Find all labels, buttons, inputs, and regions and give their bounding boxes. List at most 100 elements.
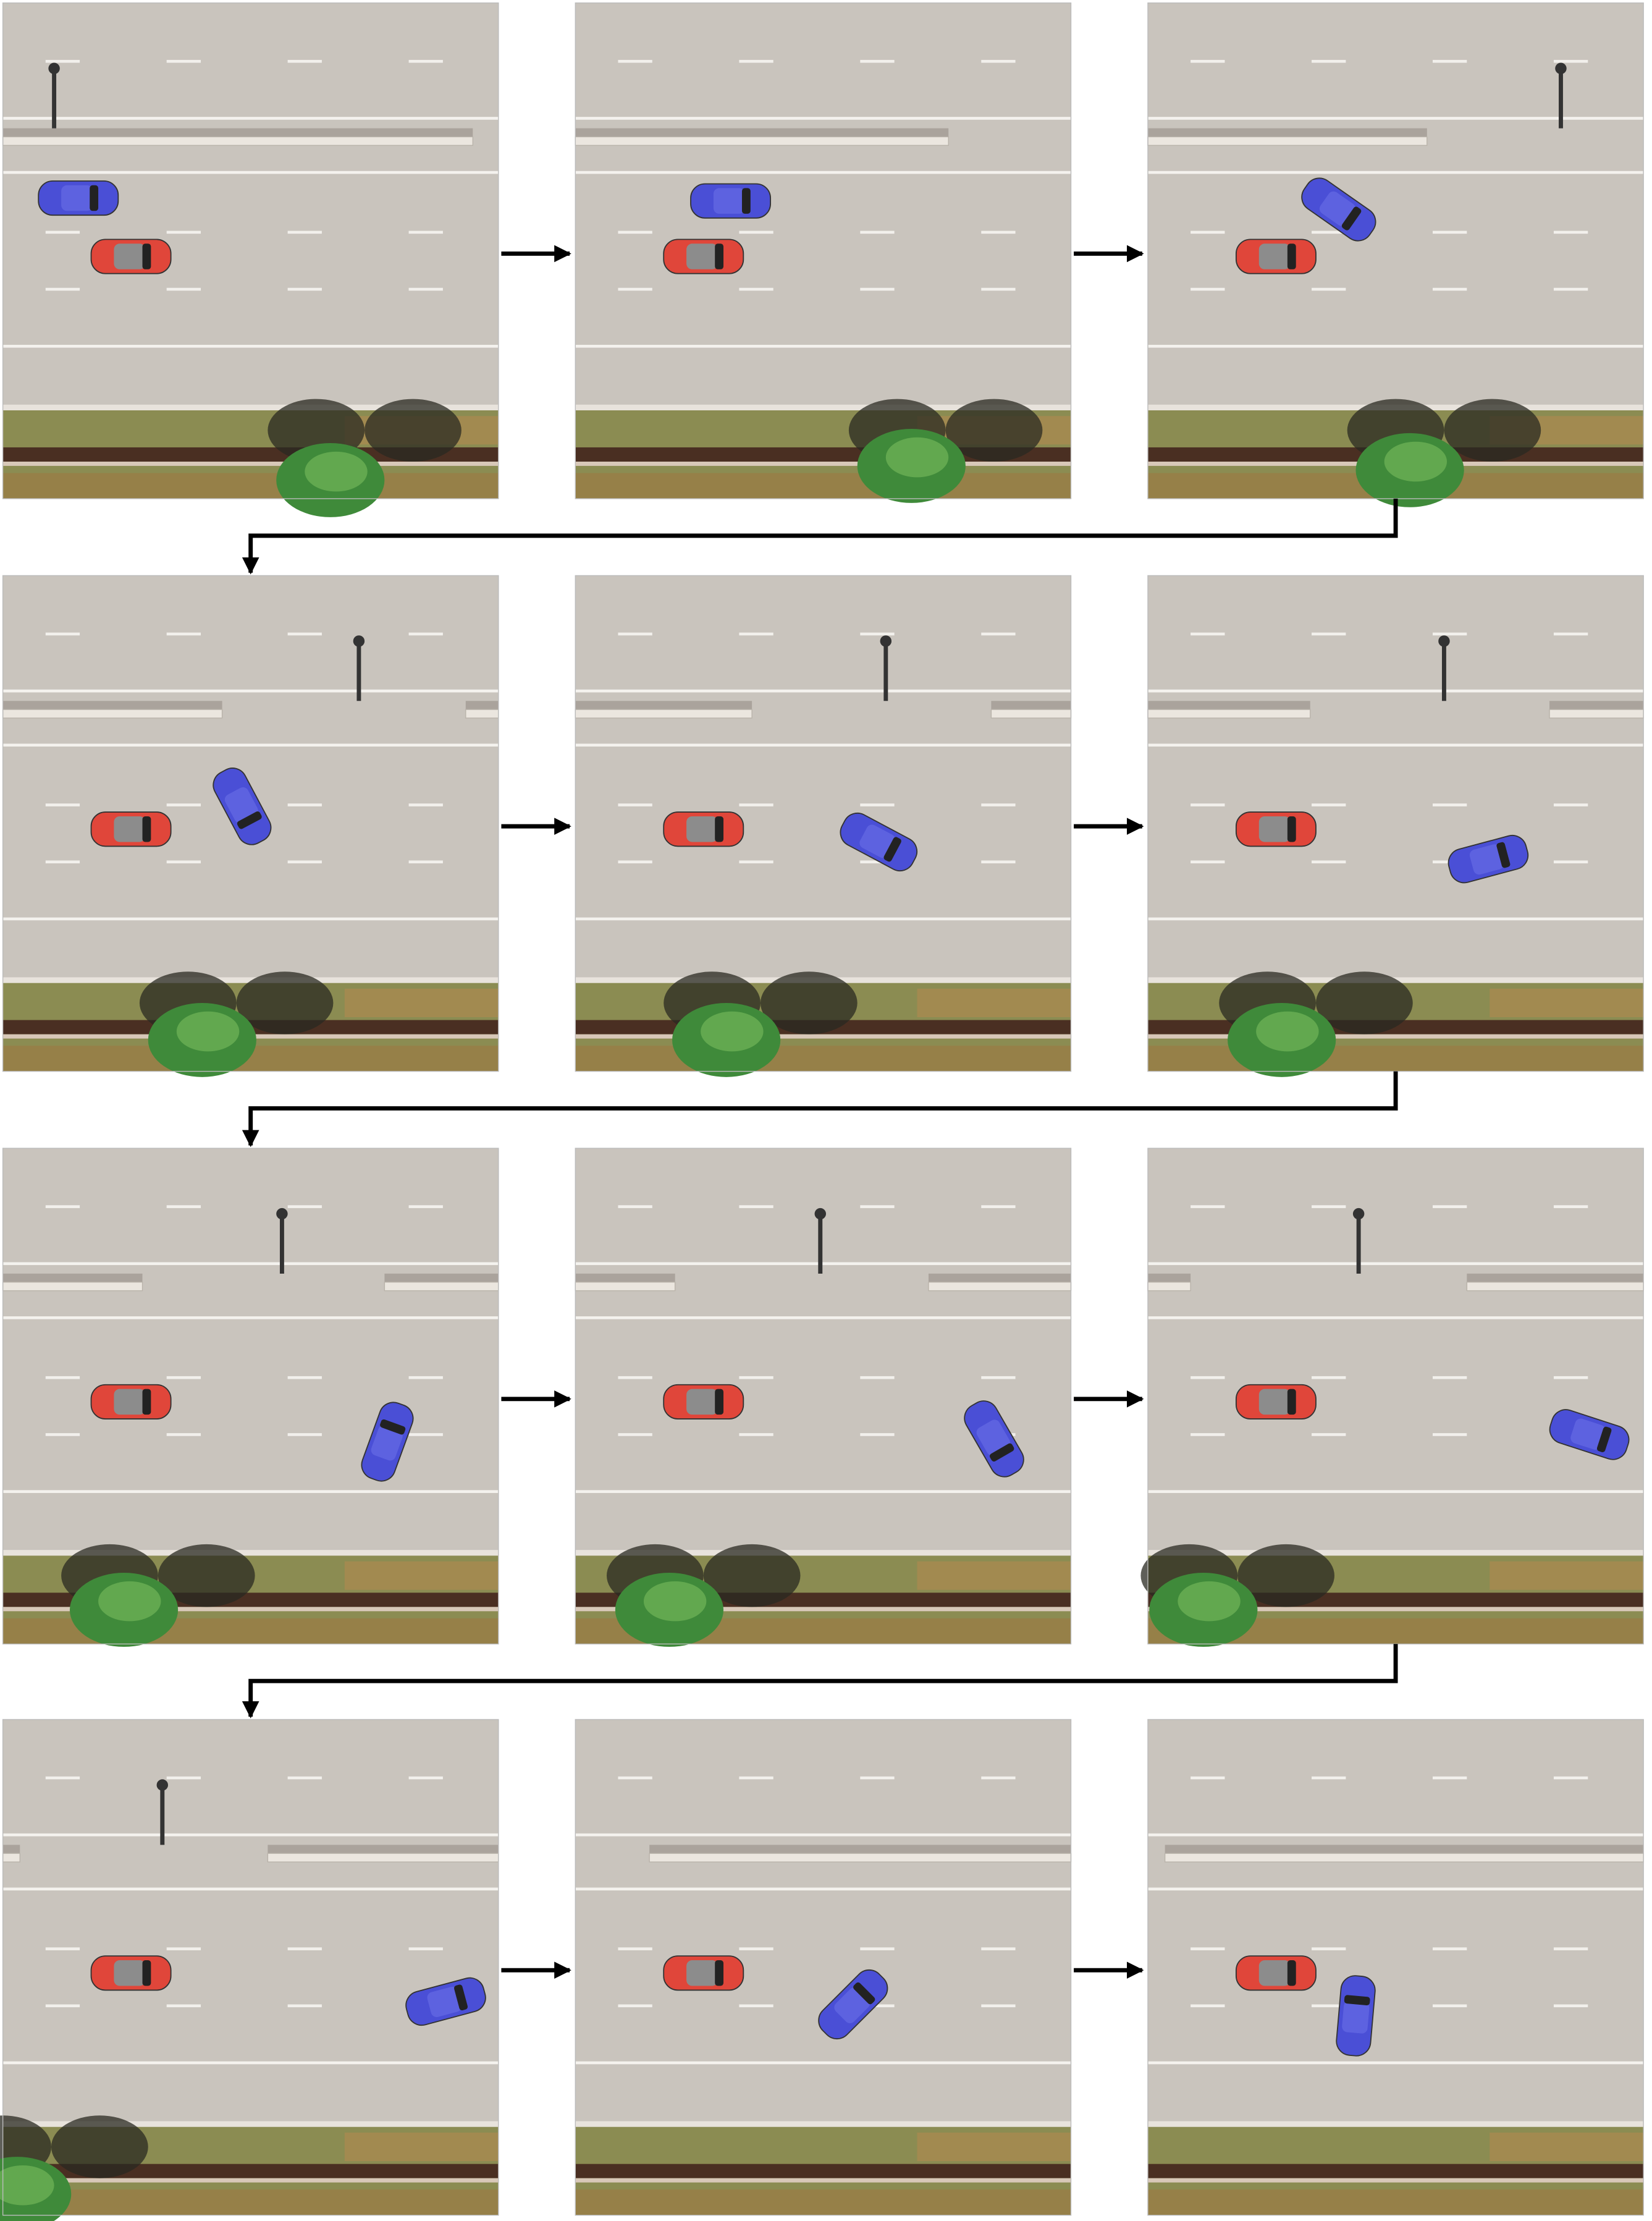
tree-highlight bbox=[98, 1581, 161, 1622]
dirt-patch bbox=[1147, 1046, 1644, 1072]
lane-dash bbox=[739, 1205, 773, 1208]
tree-highlight bbox=[885, 437, 949, 478]
lane-line bbox=[1147, 1262, 1644, 1266]
blue-car bbox=[818, 1969, 888, 2040]
lane-dash bbox=[1191, 2004, 1225, 2008]
dirt-patch bbox=[917, 2132, 1071, 2162]
blue-car-windshield bbox=[453, 1984, 468, 2011]
lane-dash bbox=[1312, 59, 1346, 63]
lane-dash bbox=[860, 2004, 895, 2008]
frame-border bbox=[2, 1719, 499, 2216]
frame bbox=[2, 1148, 499, 1647]
dirt-patch bbox=[575, 2189, 1071, 2215]
lane-line bbox=[1147, 344, 1644, 348]
fence-strip bbox=[1147, 2164, 1644, 2178]
tree-shadow bbox=[365, 399, 461, 462]
lane-line bbox=[575, 743, 1071, 747]
dirt-patch bbox=[1147, 2189, 1644, 2215]
blue-car-roof bbox=[1570, 1418, 1606, 1450]
lane-dash bbox=[1553, 1947, 1588, 1950]
lane-dash bbox=[981, 59, 1016, 63]
tree-shadow bbox=[236, 971, 334, 1034]
blue-car-windshield bbox=[1344, 1995, 1370, 2005]
frame bbox=[575, 575, 1072, 1077]
red-car bbox=[1235, 239, 1317, 274]
barrier bbox=[928, 1282, 1072, 1292]
blue-car-windshield bbox=[237, 811, 262, 829]
barrier-shadow bbox=[2, 128, 473, 137]
lane-line bbox=[575, 117, 1071, 120]
lane-dash bbox=[166, 1205, 201, 1208]
red-car-windshield bbox=[1287, 243, 1296, 269]
lane-line bbox=[2, 171, 499, 174]
frame-border bbox=[575, 1719, 1072, 2216]
lane-line bbox=[2, 1887, 499, 1891]
lane-dash bbox=[287, 1776, 322, 1780]
lane-dash bbox=[739, 1776, 773, 1780]
lane-dash bbox=[1191, 1776, 1225, 1780]
lane-dash bbox=[618, 2004, 652, 2008]
lane-dash bbox=[1433, 231, 1467, 234]
tree-highlight bbox=[1256, 1011, 1319, 1052]
lane-dash bbox=[45, 1433, 80, 1436]
lane-dash bbox=[981, 632, 1016, 636]
lane-dash bbox=[45, 231, 80, 234]
red-car bbox=[663, 1955, 744, 1991]
red-car bbox=[1235, 1955, 1317, 1991]
road bbox=[2, 575, 499, 983]
fence-rail bbox=[2, 1607, 499, 1612]
lane-dash bbox=[1553, 1776, 1588, 1780]
barrier-shadow bbox=[1147, 701, 1310, 710]
lane-dash bbox=[618, 1376, 652, 1379]
lane-dash bbox=[45, 1376, 80, 1379]
red-car-windshield bbox=[142, 816, 151, 842]
blue-car bbox=[361, 1402, 414, 1482]
red-car bbox=[663, 239, 744, 274]
barrier bbox=[1549, 709, 1644, 719]
lane-dash bbox=[618, 231, 652, 234]
lane-dash bbox=[408, 1776, 443, 1780]
lane-dash bbox=[1433, 1433, 1467, 1436]
lane-dash bbox=[618, 59, 652, 63]
road bbox=[2, 1148, 499, 1556]
blue-car-roof bbox=[834, 1987, 870, 2023]
lane-dash bbox=[860, 1205, 895, 1208]
blue-car-roof bbox=[1342, 2000, 1370, 2034]
lane-dash bbox=[45, 287, 80, 291]
lane-dash bbox=[981, 287, 1016, 291]
lane-dash bbox=[1553, 231, 1588, 234]
dirt-patch bbox=[344, 988, 499, 1018]
blue-car-roof bbox=[713, 188, 745, 214]
fence-rail bbox=[575, 2178, 1071, 2183]
lane-dash bbox=[166, 632, 201, 636]
frame bbox=[575, 1719, 1072, 2216]
lane-dash bbox=[1433, 287, 1467, 291]
dirt-patch bbox=[344, 1561, 499, 1590]
red-car-roof bbox=[114, 1960, 146, 1986]
blue-car-roof bbox=[1319, 191, 1356, 226]
lane-dash bbox=[287, 1205, 322, 1208]
blue-car bbox=[213, 768, 272, 845]
lane-dash bbox=[287, 231, 322, 234]
dirt-patch bbox=[1490, 988, 1644, 1018]
lane-line bbox=[2, 689, 499, 693]
lane-dash bbox=[860, 231, 895, 234]
lane-dash bbox=[618, 860, 652, 864]
blue-car-windshield bbox=[989, 1443, 1014, 1462]
blue-car-windshield bbox=[90, 185, 99, 211]
barrier bbox=[575, 1282, 676, 1292]
dirt-patch bbox=[1490, 1561, 1644, 1590]
lane-dash bbox=[45, 803, 80, 806]
red-car bbox=[663, 1384, 744, 1419]
lane-dash bbox=[1312, 1433, 1346, 1436]
tree-highlight bbox=[176, 1011, 240, 1052]
lane-dash bbox=[739, 59, 773, 63]
red-car-windshield bbox=[142, 243, 151, 269]
tree-shadow bbox=[1237, 1544, 1334, 1607]
lane-dash bbox=[408, 860, 443, 864]
lamp-head bbox=[276, 1208, 288, 1220]
blue-car-roof bbox=[427, 1986, 462, 2018]
lane-dash bbox=[981, 231, 1016, 234]
barrier bbox=[2, 1282, 143, 1292]
